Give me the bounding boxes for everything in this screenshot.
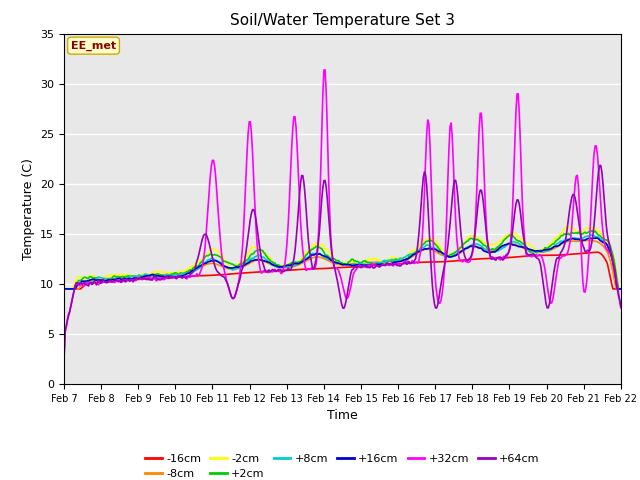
-2cm: [328, 254, 335, 260]
Line: -8cm: -8cm: [64, 240, 621, 289]
-8cm: [617, 286, 625, 292]
-8cm: [392, 258, 399, 264]
-16cm: [392, 261, 399, 267]
-16cm: [593, 249, 601, 255]
+16cm: [60, 286, 68, 292]
Y-axis label: Temperature (C): Temperature (C): [22, 158, 35, 260]
+64cm: [328, 250, 335, 256]
+16cm: [605, 245, 612, 251]
+16cm: [392, 259, 399, 265]
Line: +32cm: +32cm: [64, 70, 621, 360]
+32cm: [329, 258, 337, 264]
+8cm: [60, 286, 68, 292]
+2cm: [328, 255, 335, 261]
+64cm: [392, 261, 399, 267]
+32cm: [617, 305, 625, 311]
-16cm: [60, 286, 68, 292]
+2cm: [324, 253, 332, 259]
Text: EE_met: EE_met: [71, 40, 116, 51]
Title: Soil/Water Temperature Set 3: Soil/Water Temperature Set 3: [230, 13, 455, 28]
+16cm: [362, 262, 369, 268]
+2cm: [60, 286, 68, 292]
Line: -2cm: -2cm: [64, 226, 621, 289]
+64cm: [597, 163, 605, 168]
Line: +64cm: +64cm: [64, 166, 621, 358]
-16cm: [328, 265, 335, 271]
-16cm: [617, 286, 625, 292]
+16cm: [617, 286, 625, 292]
+64cm: [324, 211, 332, 216]
+32cm: [362, 264, 370, 270]
+2cm: [362, 258, 369, 264]
+64cm: [605, 238, 612, 244]
Line: +8cm: +8cm: [64, 235, 621, 289]
-2cm: [324, 248, 332, 253]
-8cm: [586, 238, 593, 243]
-8cm: [605, 252, 612, 258]
+8cm: [328, 257, 335, 263]
-8cm: [324, 258, 332, 264]
+32cm: [60, 357, 68, 363]
+8cm: [324, 257, 332, 263]
+8cm: [516, 242, 524, 248]
-16cm: [605, 266, 612, 272]
+64cm: [362, 264, 369, 269]
-8cm: [516, 244, 524, 250]
-2cm: [392, 255, 399, 261]
+32cm: [321, 67, 329, 73]
+32cm: [326, 207, 333, 213]
+2cm: [605, 239, 612, 245]
X-axis label: Time: Time: [327, 409, 358, 422]
-2cm: [617, 286, 625, 292]
+64cm: [60, 355, 68, 360]
Line: -16cm: -16cm: [64, 252, 621, 289]
+2cm: [392, 256, 399, 262]
-8cm: [60, 286, 68, 292]
+32cm: [605, 249, 612, 254]
-16cm: [324, 265, 332, 271]
+8cm: [392, 258, 399, 264]
+16cm: [324, 255, 332, 261]
-2cm: [516, 236, 524, 242]
+16cm: [328, 258, 335, 264]
+16cm: [593, 235, 600, 241]
Legend: -16cm, -8cm, -2cm, +2cm, +8cm, +16cm, +32cm, +64cm: -16cm, -8cm, -2cm, +2cm, +8cm, +16cm, +3…: [141, 449, 544, 480]
+8cm: [617, 286, 625, 292]
+32cm: [393, 263, 401, 268]
Line: +16cm: +16cm: [64, 238, 621, 289]
+8cm: [588, 232, 596, 238]
+8cm: [605, 246, 612, 252]
+64cm: [617, 303, 625, 309]
-2cm: [362, 259, 369, 264]
+8cm: [362, 262, 369, 267]
-2cm: [60, 286, 68, 292]
+2cm: [617, 286, 625, 292]
+32cm: [518, 175, 525, 180]
-16cm: [362, 264, 369, 269]
+2cm: [516, 239, 524, 244]
-2cm: [563, 223, 571, 229]
-8cm: [362, 260, 369, 265]
+64cm: [516, 209, 524, 215]
Line: +2cm: +2cm: [64, 231, 621, 289]
-8cm: [328, 260, 335, 265]
+2cm: [588, 228, 596, 234]
+16cm: [516, 244, 524, 250]
-16cm: [516, 254, 524, 260]
-2cm: [605, 240, 612, 245]
